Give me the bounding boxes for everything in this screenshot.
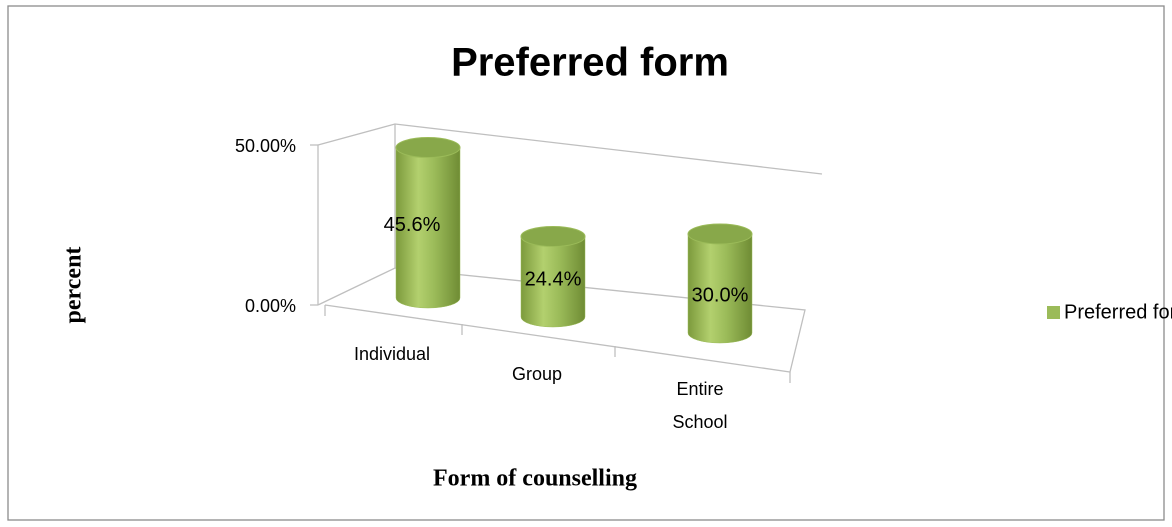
chart-title: Preferred form [451, 41, 729, 85]
data-label: 30.0% [692, 284, 749, 306]
cylinder-top [520, 225, 586, 247]
cylinder-top [687, 223, 753, 245]
y-tick-label: 0.00% [245, 296, 296, 316]
cylinder [395, 147, 461, 309]
y-tick-label: 50.00% [235, 136, 296, 156]
chart-frame [7, 5, 1165, 521]
x-tick-label: Entire School [672, 379, 727, 432]
x-tick-label: Group [512, 364, 562, 384]
y-axis-title: percent [61, 247, 87, 324]
legend-swatch [1047, 306, 1060, 319]
data-label: 45.6% [384, 214, 441, 236]
data-label: 24.4% [525, 268, 582, 290]
plot-walls [317, 123, 823, 383]
cylinder [687, 233, 753, 344]
cylinder [520, 236, 586, 328]
x-axis-title: Form of counselling [433, 466, 637, 492]
legend-label: Preferred form [1064, 301, 1172, 323]
x-tick-label: Individual [354, 344, 430, 364]
cylinder-top [395, 137, 461, 159]
